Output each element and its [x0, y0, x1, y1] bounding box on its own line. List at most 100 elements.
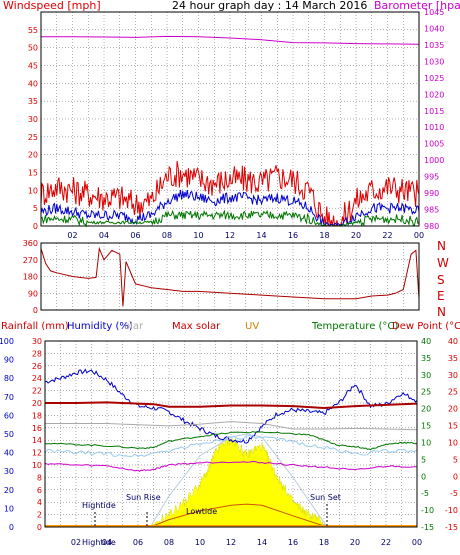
- temperature-tick-label: 0: [421, 472, 426, 481]
- windspeed-tick-label: 40: [28, 79, 38, 88]
- rainfall-tick-label: 18: [32, 411, 42, 420]
- max-solar-envelope: [149, 433, 328, 528]
- panel3-hour-tick-label: 06: [133, 538, 143, 547]
- humidity-tick-label: 20: [4, 486, 14, 495]
- barometer-axis-title: Barometer [hpa]: [374, 0, 460, 12]
- legend-humidity: Humidity (%): [67, 321, 133, 332]
- dewpoint-tick-label: 40: [448, 337, 458, 346]
- dewpoint-tick-label: 30: [448, 371, 458, 380]
- panel2-series-direction: [40, 246, 420, 307]
- sunset-label: Sun Set: [310, 493, 341, 502]
- panel1-hour-tick-label: 10: [193, 231, 203, 240]
- rainfall-tick-label: 6: [37, 486, 42, 495]
- dewpoint-tick-label: 35: [448, 354, 458, 363]
- dewpoint-tick-label: 0: [453, 472, 458, 481]
- compass-label-n-bottom: N: [437, 305, 446, 319]
- panel3-series-dew-point: [44, 460, 418, 473]
- panel1-hour-tick-label: 04: [99, 231, 109, 240]
- windspeed-tick-label: 15: [28, 169, 38, 178]
- panel3-series-humidity: [44, 368, 418, 444]
- barometer-tick-label: 1040: [424, 24, 444, 33]
- legend-temperature: Temperature (°C): [311, 321, 398, 332]
- panel3-series-temperature: [45, 431, 418, 451]
- rainfall-tick-label: 14: [32, 436, 42, 445]
- compass-label-e: E: [437, 289, 445, 303]
- rainfall-tick-label: 30: [32, 337, 42, 346]
- barometer-tick-label: 985: [424, 206, 439, 215]
- panel3-series-apparent: [44, 435, 418, 458]
- panel1-series-wind-speed: [40, 189, 420, 227]
- legend-max-solar: Max solar: [172, 321, 221, 332]
- dewpoint-tick-label: -15: [445, 523, 458, 532]
- humidity-tick-label: 30: [4, 467, 14, 476]
- panel3-hour-tick-label: 00: [412, 538, 422, 547]
- humidity-tick-label: 60: [4, 411, 14, 420]
- rainfall-tick-label: 16: [32, 424, 42, 433]
- panel3-hour-tick-label: 16: [288, 538, 298, 547]
- panel1-series-barometer: [41, 35, 420, 45]
- panel3-hour-tick-label: 08: [164, 538, 174, 547]
- barometer-tick-label: 990: [424, 189, 439, 198]
- panel2-tick-labels: 0 90 180 270 360: [23, 239, 38, 315]
- panel1-hour-tick-label: 20: [351, 231, 361, 240]
- panel3-hour-tick-label: 10: [195, 538, 205, 547]
- hightide-label: Hightide: [82, 501, 116, 510]
- direction-tick-label: 90: [28, 289, 38, 298]
- windspeed-axis-title: Windspeed [mph]: [3, 0, 101, 12]
- panel1-hour-tick-label: 14: [256, 231, 266, 240]
- panel1-hour-tick-label: 16: [288, 231, 298, 240]
- temperature-tick-label: 15: [421, 422, 431, 431]
- windspeed-tick-label: 20: [28, 151, 38, 160]
- rainfall-tick-label: 8: [37, 473, 42, 482]
- temperature-tick-label: -15: [421, 523, 434, 532]
- humidity-tick-label: 90: [4, 356, 14, 365]
- panel1-frame: [40, 11, 420, 227]
- direction-tick-label: 270: [23, 256, 38, 265]
- dewpoint-tick-label: 25: [448, 388, 458, 397]
- direction-tick-label: 360: [23, 239, 38, 248]
- dewpoint-tick-label: 20: [448, 405, 458, 414]
- windspeed-tick-label: 30: [28, 115, 38, 124]
- humidity-tick-label: 80: [4, 374, 14, 383]
- windspeed-tick-label: 50: [28, 44, 38, 53]
- legend-uv: UV: [245, 321, 259, 332]
- panel1-grid: [41, 12, 419, 227]
- uv-curve: [150, 503, 328, 528]
- windspeed-tick-label: 55: [28, 26, 38, 35]
- rainfall-tick-label: 24: [32, 374, 42, 383]
- compass-label-n-top: N: [437, 239, 446, 253]
- rainfall-tick-label: 12: [32, 449, 42, 458]
- humidity-tick-label: 10: [4, 504, 14, 513]
- barometer-tick-label: 1030: [424, 57, 444, 66]
- barometer-tick-label: 1025: [424, 74, 444, 83]
- dewpoint-tick-label: 5: [453, 455, 458, 464]
- humidity-tick-label: 70: [4, 393, 14, 402]
- panel1-hour-tick-label: 02: [67, 231, 77, 240]
- dewpoint-tick-label: 15: [448, 422, 458, 431]
- dewpoint-tick-label: 10: [448, 438, 458, 447]
- panel2-series: [40, 246, 420, 307]
- barometer-tick-label: 1000: [424, 156, 444, 165]
- windspeed-tick-label: 0: [33, 222, 38, 231]
- solar-radiation-fill: [150, 437, 328, 528]
- panel2-frame: [40, 242, 420, 311]
- lowtide-label: Lowtide: [186, 507, 217, 516]
- panel3-tick-labels: 0246810121416182022242628300102030405060…: [0, 337, 458, 547]
- panel1-hour-tick-label: 06: [130, 231, 140, 240]
- panel1-series-wind-gust: [40, 160, 420, 227]
- barometer-tick-label: 980: [424, 222, 439, 231]
- humidity-tick-label: 40: [4, 449, 14, 458]
- legend-solar: olar: [124, 321, 144, 332]
- barometer-tick-label: 1045: [424, 8, 444, 17]
- panel3-frame: [44, 340, 418, 528]
- legend-dew-point: Dew Point (°C): [392, 321, 460, 332]
- panel1-series-wind-avg: [40, 209, 420, 228]
- panel3-series-solar: [45, 421, 418, 431]
- panel3-hour-tick-label: 02: [71, 538, 81, 547]
- panel3-series: [44, 368, 418, 528]
- humidity-tick-label: 100: [0, 337, 14, 346]
- temperature-tick-label: 20: [421, 405, 431, 414]
- temperature-tick-label: 5: [421, 455, 426, 464]
- rainfall-tick-label: 26: [32, 362, 42, 371]
